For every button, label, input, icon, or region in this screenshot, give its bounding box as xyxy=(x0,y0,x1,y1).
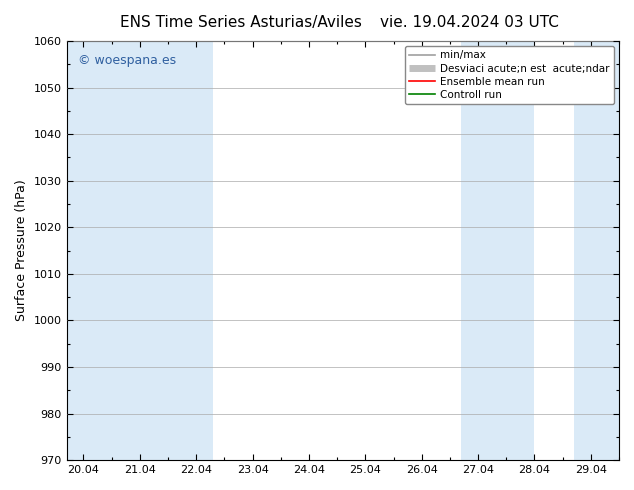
Text: © woespana.es: © woespana.es xyxy=(77,53,176,67)
Legend: min/max, Desviaci acute;n est  acute;ndar, Ensemble mean run, Controll run: min/max, Desviaci acute;n est acute;ndar… xyxy=(404,46,614,104)
Bar xyxy=(574,41,619,460)
Text: vie. 19.04.2024 03 UTC: vie. 19.04.2024 03 UTC xyxy=(380,15,559,30)
Bar xyxy=(461,41,534,460)
Y-axis label: Surface Pressure (hPa): Surface Pressure (hPa) xyxy=(15,180,28,321)
Bar xyxy=(67,41,213,460)
Text: ENS Time Series Asturias/Aviles: ENS Time Series Asturias/Aviles xyxy=(120,15,362,30)
